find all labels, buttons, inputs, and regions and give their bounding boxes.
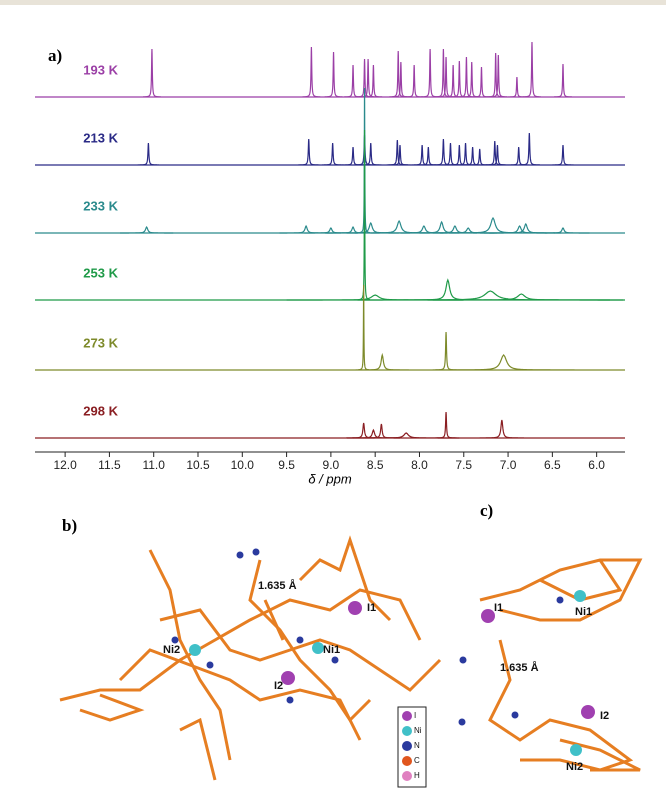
atom-label: I1 xyxy=(494,602,503,614)
series-label: 253 K xyxy=(83,265,118,280)
peak xyxy=(120,225,174,234)
peak xyxy=(392,61,410,98)
peak xyxy=(432,293,610,301)
atom-label: Ni1 xyxy=(575,606,592,618)
peak xyxy=(346,428,400,439)
spectra: 193 K 213 K 233 K 253 K 273 K 298 K xyxy=(35,41,625,439)
peak xyxy=(279,224,333,234)
peak xyxy=(363,423,400,439)
peak xyxy=(405,64,424,98)
top-band xyxy=(0,0,666,5)
x-tick-label: 7.5 xyxy=(455,458,472,472)
x-tick-label: 10.0 xyxy=(231,458,255,472)
peak xyxy=(457,56,476,98)
atom-label: I2 xyxy=(600,710,609,722)
peak xyxy=(536,227,590,234)
peak xyxy=(552,144,574,166)
peak xyxy=(403,278,493,301)
peak xyxy=(411,144,433,166)
peak xyxy=(364,64,383,98)
peak xyxy=(357,290,624,301)
x-tick-label: 11.0 xyxy=(142,458,165,472)
peak xyxy=(302,46,321,98)
distance-label: 1.635 Å xyxy=(500,661,539,674)
peak xyxy=(335,221,407,234)
atom-label: Ni2 xyxy=(163,644,180,656)
panel-label: b) xyxy=(62,516,77,535)
legend-label: Ni xyxy=(414,726,422,735)
distance-label: 1.635 Å xyxy=(258,579,297,592)
peak xyxy=(435,331,457,371)
peak xyxy=(354,219,444,234)
peak xyxy=(298,138,320,166)
x-tick-label: 6.5 xyxy=(544,458,561,472)
peak xyxy=(389,50,408,98)
x-tick-label: 6.0 xyxy=(588,458,605,472)
x-tick-label: 10.5 xyxy=(186,458,210,472)
series-label: 273 K xyxy=(83,335,118,350)
series-label: 233 K xyxy=(83,198,118,213)
peak xyxy=(359,58,377,98)
peak xyxy=(432,354,575,371)
legend-swatch xyxy=(402,756,412,766)
atom-label: Ni2 xyxy=(566,761,583,773)
legend-label: I xyxy=(414,711,416,720)
peak xyxy=(143,48,161,98)
legend-swatch xyxy=(402,771,412,781)
peak xyxy=(344,64,362,98)
peak xyxy=(518,132,540,166)
x-tick-label: 8.5 xyxy=(367,458,384,472)
series-label: 213 K xyxy=(83,130,118,145)
peak xyxy=(484,140,506,166)
x-tick-label: 9.0 xyxy=(323,458,340,472)
peak xyxy=(321,142,344,166)
peak xyxy=(435,411,457,439)
x-tick-label: 9.5 xyxy=(278,458,295,472)
series-label: 193 K xyxy=(83,62,118,77)
peak xyxy=(472,66,491,98)
peak xyxy=(421,48,439,98)
x-tick-label: 11.5 xyxy=(98,458,121,472)
peak xyxy=(554,63,572,98)
x-tick-label: 12.0 xyxy=(53,458,77,472)
peak xyxy=(360,142,382,166)
legend-label: H xyxy=(414,771,420,780)
panel-label: a) xyxy=(48,46,62,65)
peak xyxy=(324,51,343,98)
atom-label: I1 xyxy=(367,602,376,614)
legend-swatch xyxy=(402,726,412,736)
x-tick-label: 8.0 xyxy=(411,458,428,472)
peak xyxy=(359,129,371,301)
peak xyxy=(461,146,484,166)
x-axis-title: δ / ppm xyxy=(308,471,352,486)
legend-label: N xyxy=(414,741,420,750)
peak xyxy=(486,52,505,98)
x-tick-label: 7.0 xyxy=(500,458,517,472)
atom-label: I2 xyxy=(274,680,283,692)
peak xyxy=(523,41,541,98)
molecule-c xyxy=(458,558,643,772)
peak xyxy=(439,216,547,234)
panel-label: c) xyxy=(480,501,493,520)
molecule-b xyxy=(59,535,442,781)
bond xyxy=(263,599,285,641)
peak xyxy=(486,144,509,166)
peak xyxy=(489,54,508,98)
peak xyxy=(508,76,526,98)
peak xyxy=(342,146,364,166)
atom-label: Ni1 xyxy=(323,644,340,656)
peak xyxy=(386,139,408,166)
peak xyxy=(479,419,525,439)
legend-swatch xyxy=(402,741,412,751)
peak xyxy=(434,48,453,98)
peak xyxy=(355,352,409,371)
peak xyxy=(137,142,160,166)
legend-swatch xyxy=(402,711,412,721)
peak xyxy=(508,146,530,166)
peak xyxy=(389,144,411,166)
legend-label: C xyxy=(414,756,420,765)
series-label: 298 K xyxy=(83,403,118,418)
